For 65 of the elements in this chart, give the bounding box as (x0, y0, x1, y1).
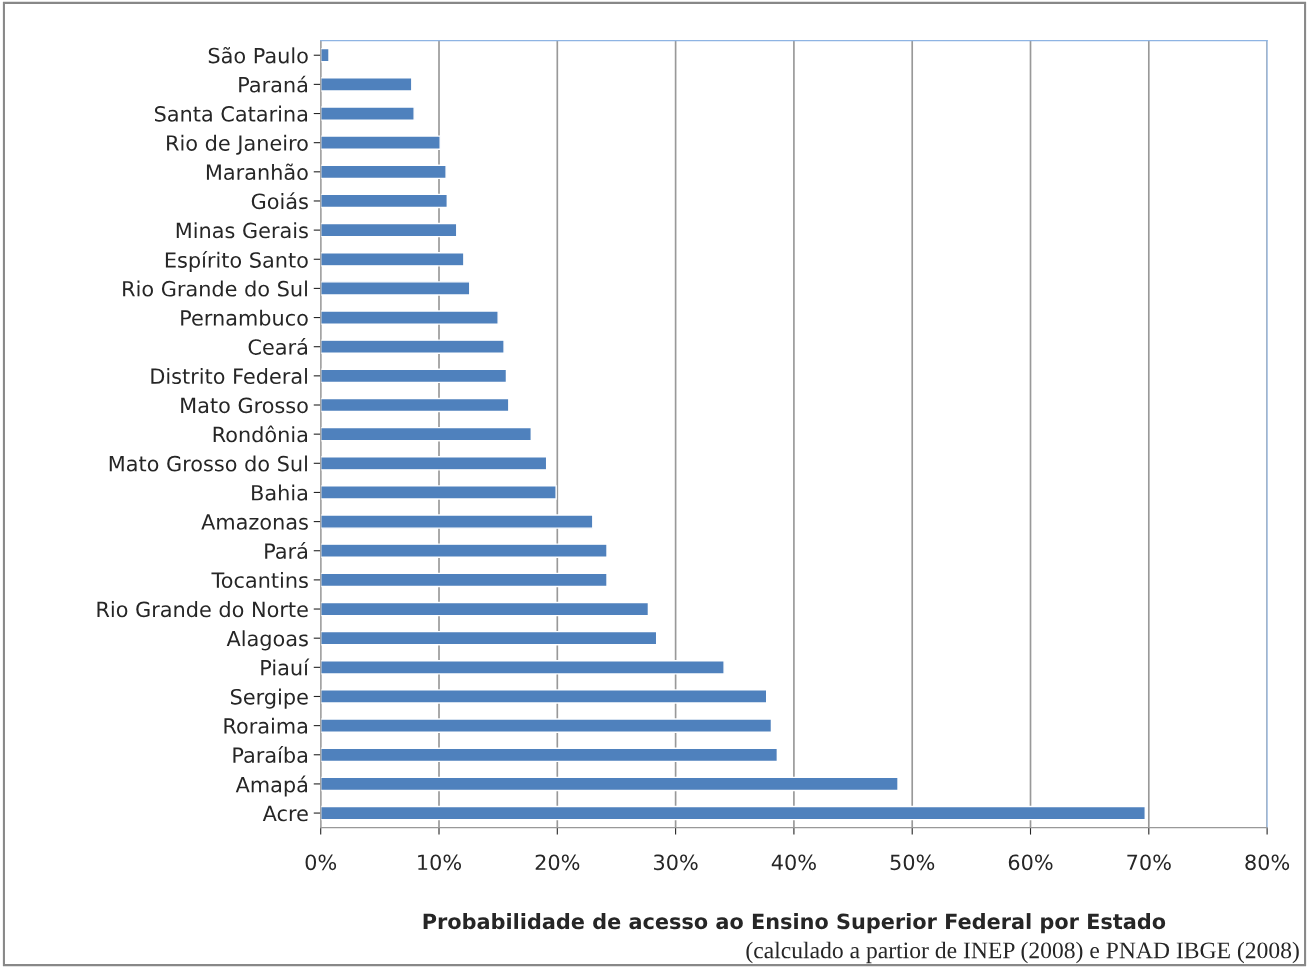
bar (320, 135, 441, 150)
bar (320, 747, 779, 763)
bar (320, 193, 448, 209)
bar (320, 252, 465, 267)
x-tick-label: 60% (1008, 854, 1053, 871)
y-tick-label: Rondônia (213, 425, 308, 443)
y-tick-label: Acre (262, 805, 308, 822)
x-tick-label: 10% (418, 854, 462, 871)
bar (320, 514, 594, 529)
bar (320, 805, 1146, 821)
bar (320, 718, 773, 733)
bar (320, 222, 458, 238)
y-tick-label: Pará (265, 541, 308, 559)
bar (320, 776, 899, 792)
bar (320, 77, 413, 92)
bar (320, 281, 471, 296)
bar (320, 106, 415, 121)
bar (320, 426, 532, 442)
y-tick-label: Goiás (251, 192, 308, 210)
y-tick-label: Distrito Federal (151, 367, 307, 385)
x-tick-label: 30% (654, 854, 698, 871)
y-tick-label: Rio de Janeiro (167, 134, 308, 155)
bar (320, 339, 505, 354)
y-tick-label: Maranhão (206, 163, 308, 181)
y-tick-label: Ceará (248, 337, 308, 355)
bar (320, 456, 548, 471)
y-tick-label: Amapá (235, 775, 308, 797)
bar (320, 543, 608, 558)
y-tick-label: Sergipe (230, 688, 308, 709)
bar (320, 368, 508, 384)
y-tick-label: Minas Gerais (176, 222, 308, 239)
y-tick-label: Santa Catarina (154, 105, 308, 122)
y-tick-label: Paraná (239, 75, 308, 93)
bar (320, 47, 330, 63)
x-tick-label: 70% (1127, 854, 1171, 871)
x-tick-label: 0% (305, 854, 337, 871)
y-tick-label: Mato Grosso (181, 397, 308, 414)
x-tick-label: 50% (890, 854, 935, 871)
x-tick-label: 80% (1245, 854, 1290, 871)
y-tick-label: Rio Grande do Norte (97, 601, 308, 618)
bar (320, 485, 557, 500)
bar (320, 572, 608, 588)
y-tick-label: Paraíba (233, 746, 308, 763)
y-tick-label: Amazonas (201, 514, 308, 530)
bar (320, 660, 725, 675)
text: (calculado a partior de INEP (2008) e PNAD IBGE (2008) (746, 941, 1299, 964)
bar (320, 310, 499, 325)
y-tick-label: Roraima (224, 717, 308, 734)
bar (320, 164, 447, 180)
x-axis-title: Probabilidade de acesso ao Ensino Superior Federal por Estado (423, 913, 1166, 934)
bar (320, 397, 510, 413)
x-tick-label: 40% (771, 854, 816, 871)
bar (320, 601, 650, 617)
y-tick-label: Piauí (261, 658, 310, 676)
y-tick-label: Bahia (252, 484, 308, 501)
y-tick-label: Pernambuco (181, 309, 308, 326)
bar (320, 630, 658, 646)
y-tick-label: Mato Grosso do Sul (109, 455, 307, 472)
y-tick-label: São Paulo (208, 46, 308, 64)
y-tick-label: Alagoas (226, 630, 308, 651)
bar (320, 689, 768, 704)
y-tick-label: Rio Grande do Sul (123, 280, 307, 297)
x-tick-label: 20% (535, 854, 580, 871)
y-tick-label: Tocantins (211, 571, 308, 589)
y-tick-label: Espírito Santo (165, 250, 308, 272)
